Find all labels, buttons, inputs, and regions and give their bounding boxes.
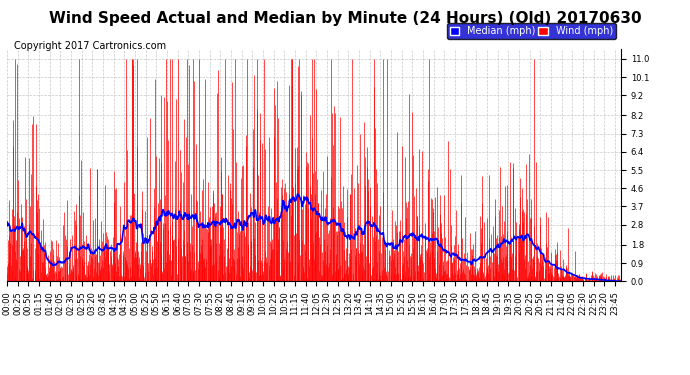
Legend: Median (mph), Wind (mph): Median (mph), Wind (mph): [446, 23, 616, 39]
Text: Wind Speed Actual and Median by Minute (24 Hours) (Old) 20170630: Wind Speed Actual and Median by Minute (…: [49, 11, 641, 26]
Text: Copyright 2017 Cartronics.com: Copyright 2017 Cartronics.com: [14, 41, 166, 51]
